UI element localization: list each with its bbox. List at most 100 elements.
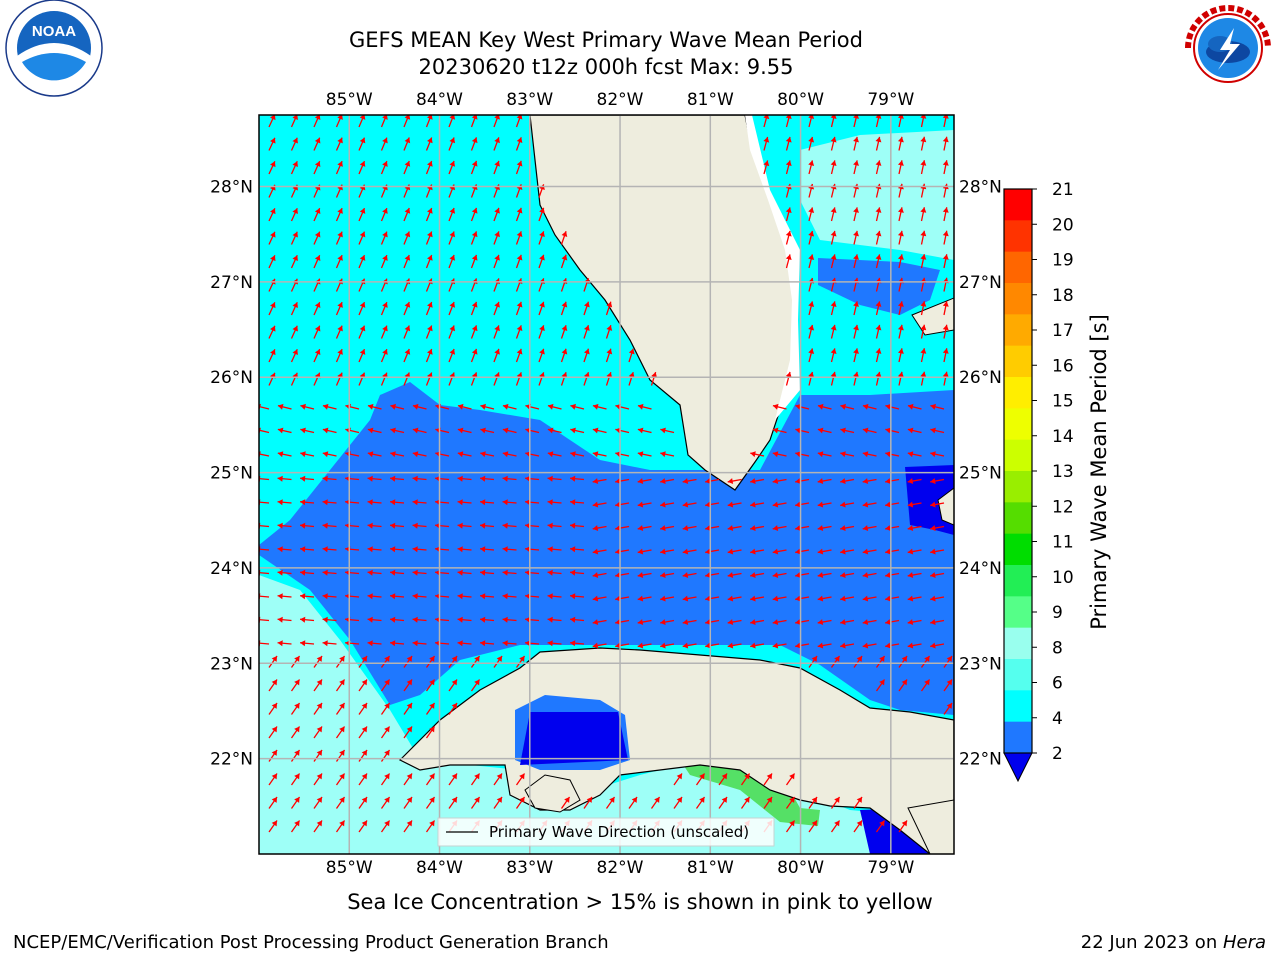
- wave-arrow: [380, 137, 388, 151]
- wave-arrow: [830, 207, 837, 222]
- graticule-grid: [259, 115, 954, 854]
- wave-arrow: [425, 231, 433, 245]
- wave-arrow: [425, 726, 436, 739]
- wave-arrow: [547, 640, 562, 647]
- wave-arrow: [502, 593, 517, 600]
- wave-arrow: [479, 546, 495, 553]
- wave-arrow: [547, 569, 562, 576]
- wave-arrow: [502, 427, 517, 434]
- wave-arrow: [673, 796, 683, 809]
- wave-arrow: [493, 207, 500, 222]
- wave-arrow: [367, 593, 382, 600]
- lat-label-right: 23°N: [959, 654, 1002, 674]
- colorbar-bin: [1004, 659, 1032, 691]
- wave-arrow: [425, 325, 433, 339]
- wave-arrow: [772, 595, 787, 602]
- colorbar-tick-label: 18: [1052, 286, 1074, 306]
- wave-arrow: [785, 371, 792, 386]
- wave-arrow: [682, 501, 697, 508]
- wave-arrow: [853, 207, 859, 222]
- colorbar-bin: [1004, 377, 1032, 409]
- wave-arrow: [817, 572, 832, 579]
- map-legend: Primary Wave Direction (unscaled): [437, 817, 775, 847]
- wave-arrow: [268, 208, 276, 222]
- wave-arrow: [515, 301, 523, 316]
- wave-arrow: [637, 595, 652, 602]
- wave-arrow: [772, 501, 787, 508]
- wave-arrow: [480, 427, 495, 434]
- wave-arrow: [493, 655, 503, 668]
- wave-arrow: [313, 820, 323, 833]
- wave-arrow: [479, 593, 495, 600]
- wave-arrow: [808, 230, 815, 245]
- wave-arrow: [808, 136, 815, 151]
- wave-arrow: [862, 451, 877, 458]
- wave-arrow: [660, 595, 675, 602]
- wave-arrow: [367, 403, 382, 410]
- wave-arrow: [358, 702, 368, 715]
- wave-arrow: [367, 499, 382, 506]
- wave-arrow: [592, 478, 607, 485]
- wave-arrow: [942, 136, 949, 151]
- wave-arrow: [795, 403, 810, 410]
- wave-arrow: [740, 796, 751, 809]
- wave-arrow: [875, 348, 882, 363]
- wave-arrow: [897, 230, 904, 245]
- wave-arrow: [390, 451, 405, 458]
- colorbar-tick-label: 10: [1052, 568, 1074, 588]
- wave-arrow: [808, 160, 815, 175]
- wave-arrow: [817, 595, 832, 602]
- wave-arrow: [637, 501, 652, 508]
- wave-arrow: [457, 475, 472, 482]
- wave-arrow: [583, 325, 590, 339]
- wave-arrow: [457, 546, 472, 553]
- wave-arrow: [322, 522, 337, 529]
- wave-arrow: [389, 546, 405, 553]
- wave-arrow: [322, 640, 337, 647]
- footer-host: Hera: [1222, 932, 1266, 953]
- wave-arrow: [277, 593, 292, 600]
- sea-ice-note: Sea Ice Concentration > 15% is shown in …: [347, 890, 933, 914]
- wave-arrow: [367, 616, 382, 623]
- colorbar-tick-label: 14: [1052, 427, 1074, 447]
- wave-arrow: [569, 640, 585, 647]
- wave-arrow: [290, 348, 298, 363]
- colorbar-tick-label: 17: [1052, 321, 1074, 341]
- lon-label-top: 84°W: [416, 90, 463, 110]
- wave-arrow: [817, 619, 832, 626]
- wave-arrow: [795, 478, 810, 485]
- wave-arrow: [920, 230, 927, 245]
- colorbar-bin: [1004, 721, 1032, 754]
- wave-arrow: [637, 525, 652, 532]
- wave-arrow: [795, 642, 810, 649]
- noaa-logo-text: NOAA: [32, 23, 76, 40]
- wave-arrow: [740, 773, 751, 786]
- wave-arrow: [840, 595, 855, 602]
- wave-arrow: [448, 773, 458, 786]
- wave-arrow: [313, 207, 321, 222]
- wave-arrow: [942, 207, 949, 222]
- wave-arrow: [705, 572, 720, 579]
- wave-arrow: [907, 525, 922, 532]
- wave-arrow: [907, 619, 922, 626]
- wave-arrow: [942, 230, 949, 245]
- wave-arrow: [322, 427, 337, 434]
- wave-arrow: [795, 548, 810, 555]
- wave-arrow: [930, 525, 945, 532]
- wave-arrow: [570, 451, 585, 458]
- wave-arrow: [479, 475, 495, 482]
- colorbar-bin: [1004, 251, 1032, 284]
- wave-arrow: [772, 451, 787, 458]
- wave-arrow: [547, 616, 562, 623]
- wave-arrow: [322, 475, 337, 482]
- wave-arrow: [830, 655, 841, 668]
- wave-arrow: [313, 702, 323, 715]
- wave-arrow: [817, 501, 832, 508]
- wave-arrow: [493, 325, 500, 339]
- wave-arrow: [358, 796, 368, 809]
- colorbar-bin: [1004, 439, 1032, 472]
- wave-arrow: [268, 796, 278, 809]
- wave-arrow: [705, 548, 720, 555]
- wave-arrow: [300, 403, 315, 410]
- wave-arrow: [795, 501, 810, 508]
